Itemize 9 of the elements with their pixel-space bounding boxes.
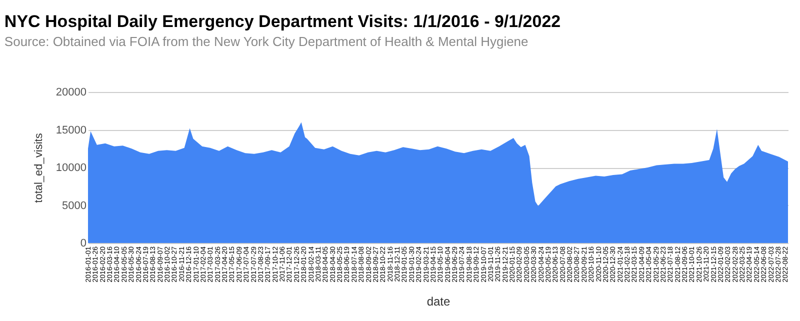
chart-subtitle: Source: Obtained via FOIA from the New York City Department of Health & Mental Hygiene — [4, 34, 528, 49]
y-tick-label: 15000 — [56, 124, 86, 136]
y-axis-title: total_ed_visits — [32, 132, 45, 203]
y-tick-label: 5000 — [62, 200, 86, 212]
chart-title: NYC Hospital Daily Emergency Department Visits: 1/1/2016 - 9/1/2022 — [4, 12, 561, 31]
y-tick-label: 0 — [80, 238, 86, 250]
x-axis-title: date — [426, 294, 450, 308]
y-tick-label: 10000 — [56, 162, 86, 174]
y-tick-label: 20000 — [56, 86, 86, 98]
